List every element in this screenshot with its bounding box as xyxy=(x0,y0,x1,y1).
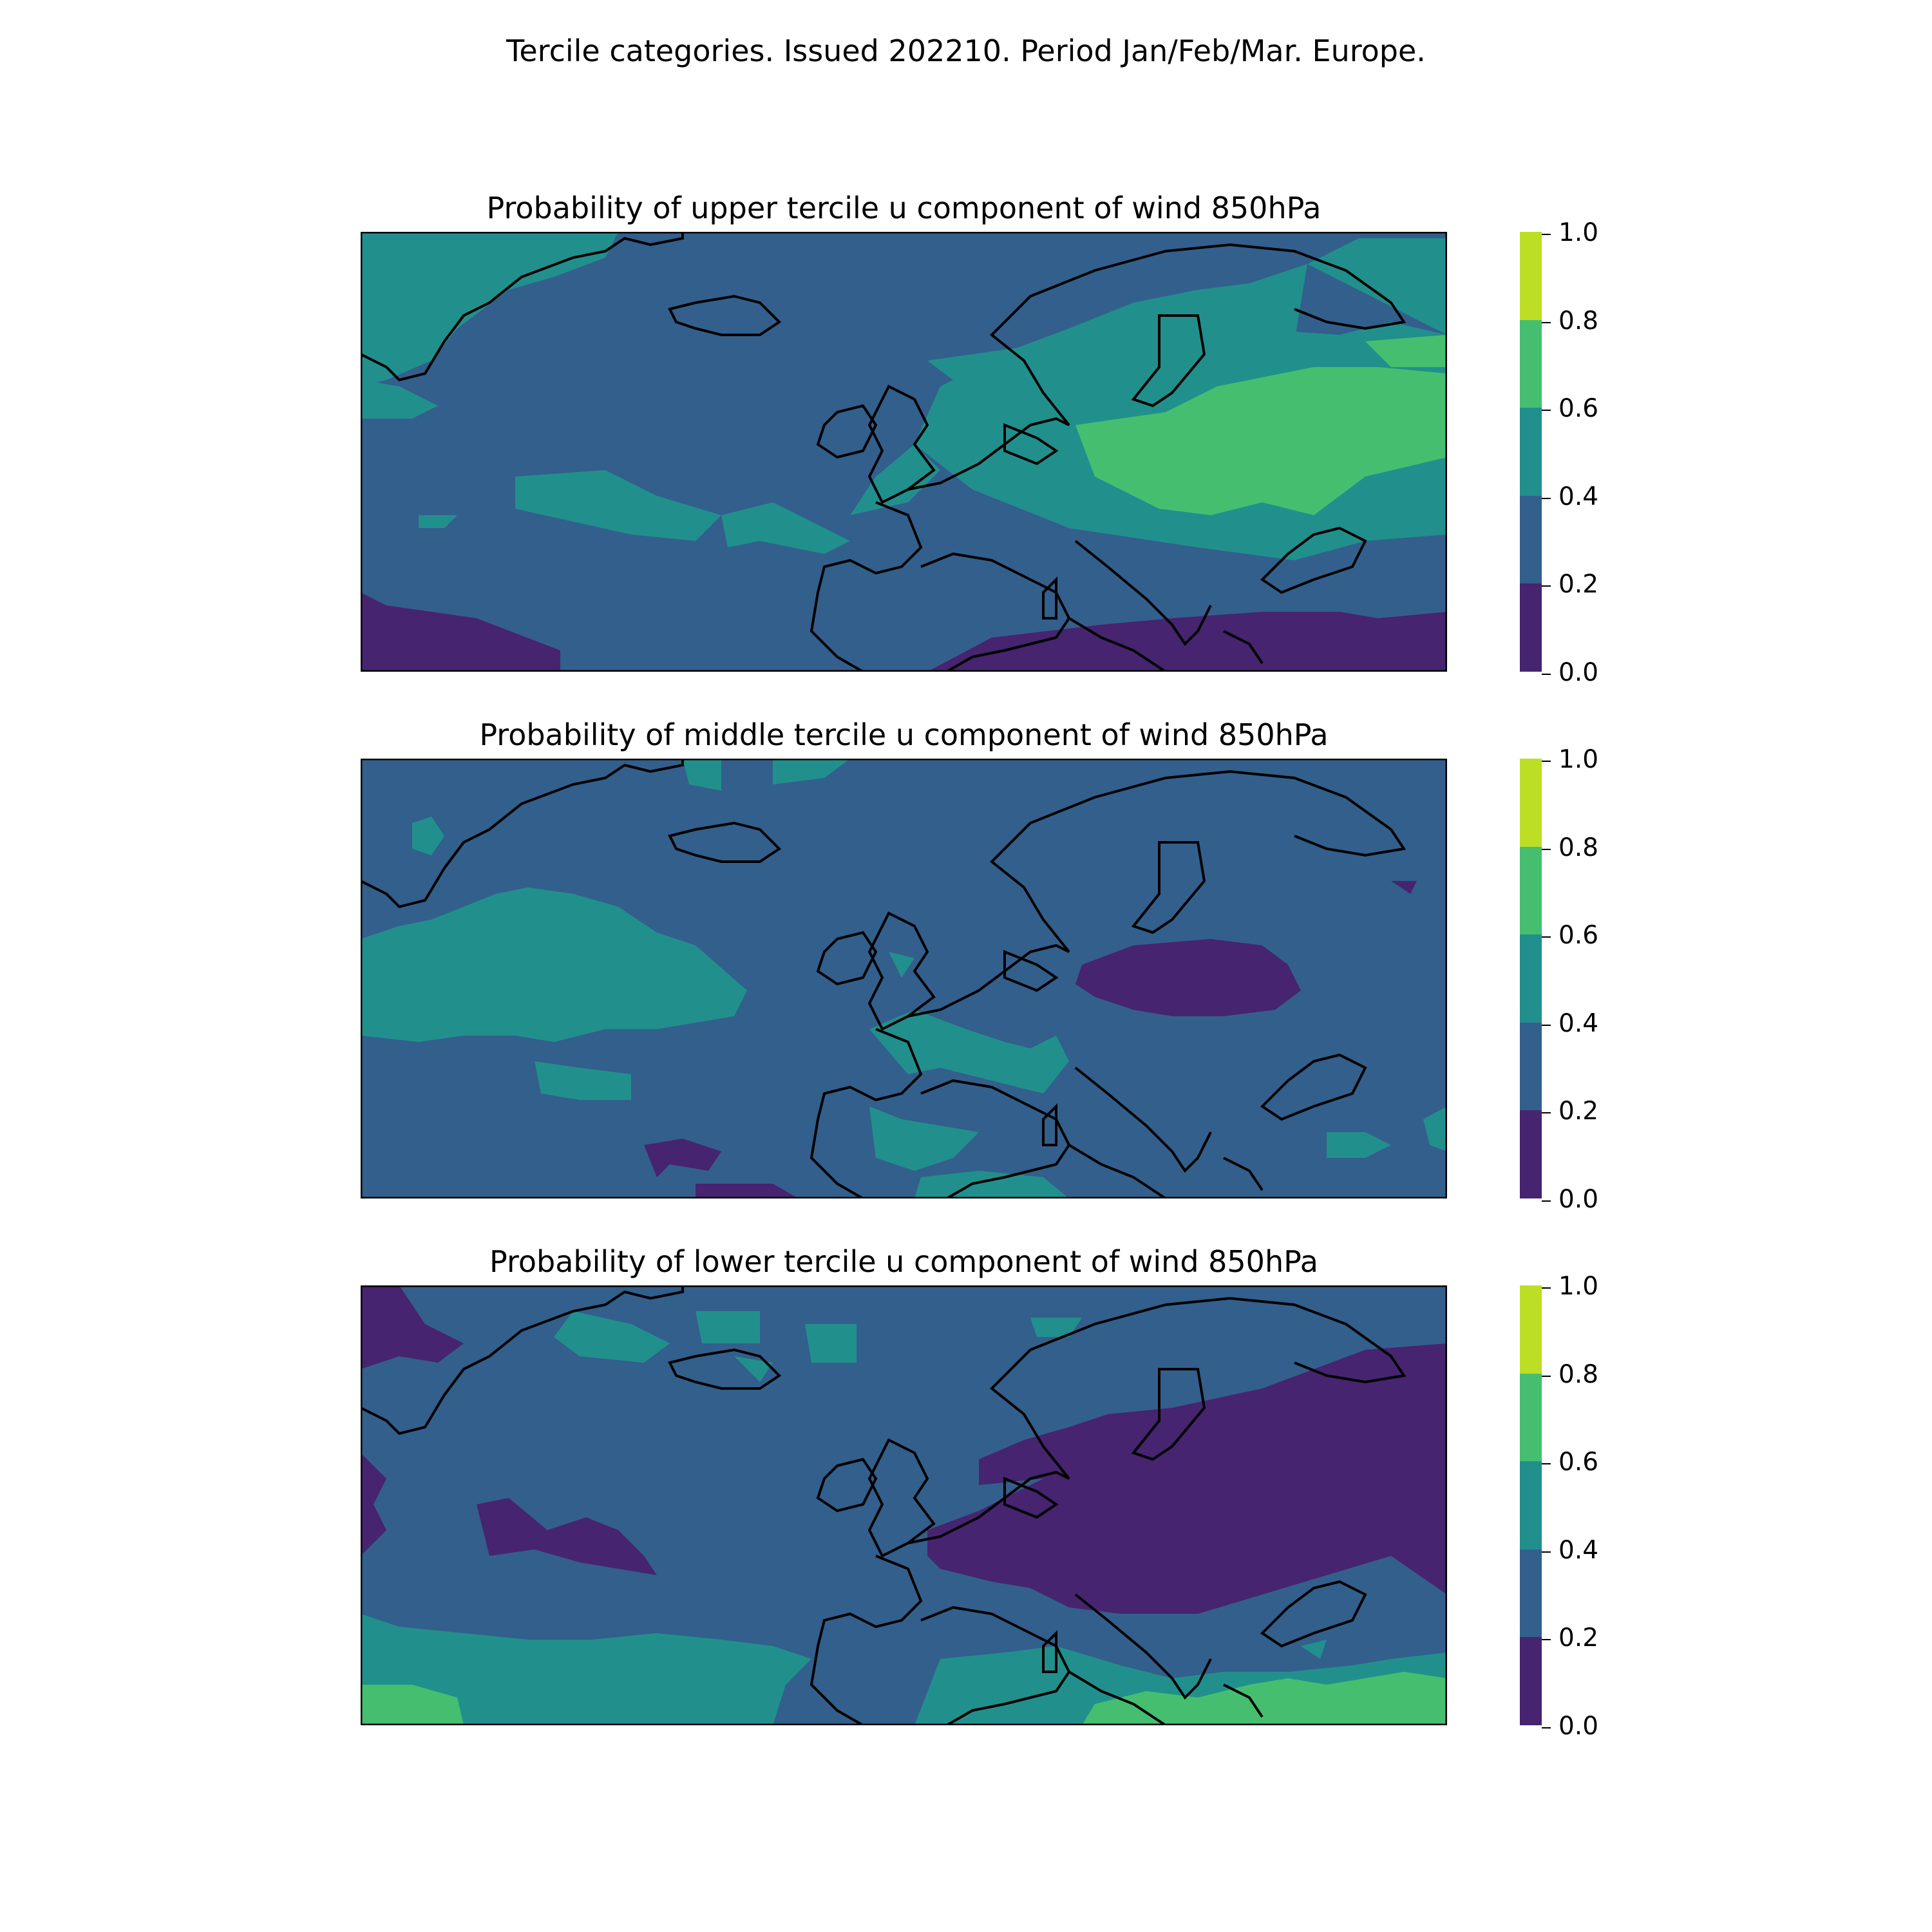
cbar-tick: 0.4 xyxy=(1542,1011,1598,1036)
cbar-tick: 0.2 xyxy=(1542,1099,1598,1124)
colorbar-upper xyxy=(1520,232,1542,672)
cbar-tick: 0.2 xyxy=(1542,572,1598,597)
figure-title: Tercile categories. Issued 202210. Perio… xyxy=(506,33,1426,68)
cbar-tick: 1.0 xyxy=(1542,747,1598,772)
cbar-tick: 0.6 xyxy=(1542,1450,1598,1475)
cbar-tick: 1.0 xyxy=(1542,220,1598,245)
cbar-tick: 0.6 xyxy=(1542,923,1598,948)
panel-title-upper: Probability of upper tercile u component… xyxy=(486,191,1321,225)
cbar-tick: 0.8 xyxy=(1542,308,1598,334)
colorbar-lower xyxy=(1520,1285,1542,1725)
cbar-tick: 0.0 xyxy=(1542,660,1598,685)
colorbar-middle xyxy=(1520,759,1542,1198)
map-lower-tercile xyxy=(361,1285,1447,1725)
cbar-tick: 1.0 xyxy=(1542,1274,1598,1299)
cbar-tick: 0.4 xyxy=(1542,1538,1598,1563)
map-upper-tercile xyxy=(361,232,1447,672)
cbar-tick: 0.6 xyxy=(1542,396,1598,421)
cbar-tick: 0.0 xyxy=(1542,1187,1598,1212)
cbar-tick: 0.8 xyxy=(1542,835,1598,860)
cbar-tick: 0.8 xyxy=(1542,1362,1598,1387)
panel-title-lower: Probability of lower tercile u component… xyxy=(489,1244,1318,1279)
panel-title-middle: Probability of middle tercile u componen… xyxy=(479,717,1329,752)
cbar-tick: 0.2 xyxy=(1542,1625,1598,1651)
cbar-tick: 0.4 xyxy=(1542,484,1598,509)
map-middle-tercile xyxy=(361,759,1447,1198)
cbar-tick: 0.0 xyxy=(1542,1714,1598,1739)
